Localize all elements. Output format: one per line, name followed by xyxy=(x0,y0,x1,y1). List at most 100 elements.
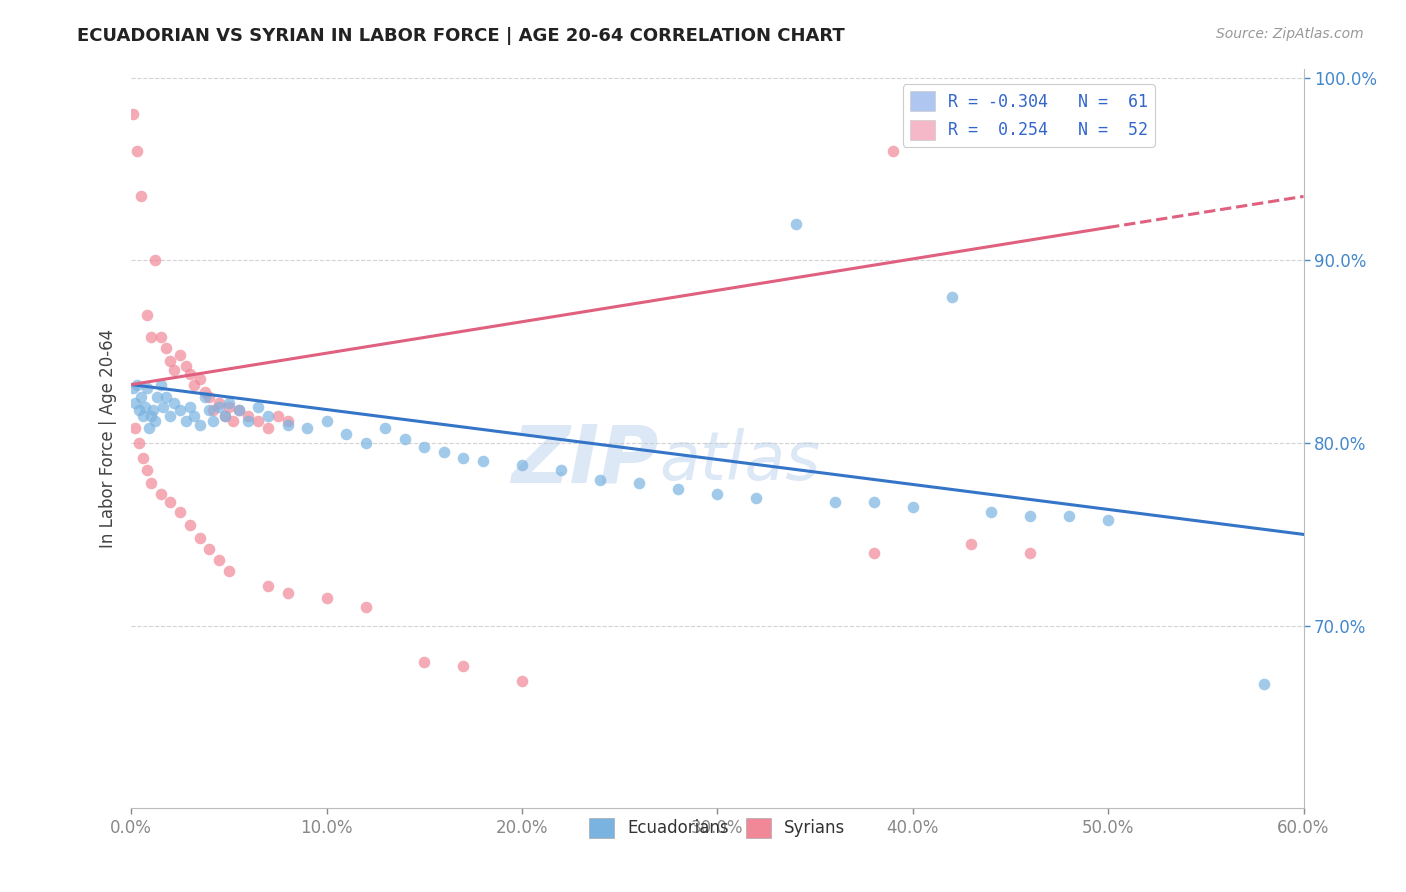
Point xyxy=(127,144,149,158)
Point xyxy=(267,409,290,423)
Point xyxy=(149,330,172,344)
Point xyxy=(257,421,280,435)
Point xyxy=(550,463,572,477)
Point xyxy=(208,553,231,567)
Point xyxy=(169,403,191,417)
Point xyxy=(214,409,236,423)
Point xyxy=(1019,509,1042,524)
Point xyxy=(222,414,245,428)
Point xyxy=(1057,509,1080,524)
Point xyxy=(183,377,205,392)
Point xyxy=(152,400,174,414)
Point xyxy=(589,473,612,487)
Point xyxy=(453,450,475,465)
Point xyxy=(413,655,436,669)
Point xyxy=(1253,677,1275,691)
Point xyxy=(901,500,924,514)
Point xyxy=(471,454,494,468)
Point xyxy=(194,384,217,399)
Text: atlas: atlas xyxy=(659,427,820,493)
Point xyxy=(257,409,280,423)
Point xyxy=(510,458,533,472)
Point xyxy=(247,400,270,414)
Point xyxy=(208,396,231,410)
Point xyxy=(198,403,221,417)
Point xyxy=(127,377,149,392)
Point xyxy=(960,536,983,550)
Point xyxy=(354,600,377,615)
Point xyxy=(159,354,181,368)
Point xyxy=(238,409,260,423)
Point xyxy=(135,308,157,322)
Point xyxy=(124,421,146,435)
Point xyxy=(174,414,197,428)
Point xyxy=(145,390,167,404)
Point xyxy=(824,494,846,508)
Point xyxy=(129,189,152,203)
Point xyxy=(163,396,186,410)
Text: Source: ZipAtlas.com: Source: ZipAtlas.com xyxy=(1216,27,1364,41)
Point xyxy=(134,400,156,414)
Point xyxy=(155,341,177,355)
Point xyxy=(218,396,240,410)
Point xyxy=(413,440,436,454)
Point xyxy=(188,417,211,432)
Point xyxy=(510,673,533,688)
Point xyxy=(941,290,963,304)
Point xyxy=(453,659,475,673)
Point xyxy=(862,546,884,560)
Point xyxy=(122,107,145,121)
Point xyxy=(228,403,250,417)
Point xyxy=(1019,546,1042,560)
Point xyxy=(142,403,165,417)
Point xyxy=(128,436,150,450)
Point xyxy=(277,417,299,432)
Point xyxy=(179,367,201,381)
Point xyxy=(194,390,217,404)
Point xyxy=(124,396,146,410)
Point xyxy=(139,409,162,423)
Point xyxy=(179,400,201,414)
Point xyxy=(174,359,197,374)
Point xyxy=(315,414,337,428)
Point xyxy=(183,409,205,423)
Point xyxy=(149,377,172,392)
Point xyxy=(202,414,225,428)
Point xyxy=(122,381,145,395)
Point xyxy=(132,450,155,465)
Point xyxy=(1097,513,1119,527)
Point xyxy=(277,414,299,428)
Point xyxy=(295,421,318,435)
Point xyxy=(785,217,807,231)
Point xyxy=(138,421,160,435)
Point xyxy=(135,381,157,395)
Point xyxy=(882,144,904,158)
Point xyxy=(129,390,152,404)
Point xyxy=(202,403,225,417)
Point xyxy=(214,409,236,423)
Point xyxy=(394,433,416,447)
Point xyxy=(198,541,221,556)
Point xyxy=(132,409,155,423)
Point xyxy=(277,586,299,600)
Text: ZIP: ZIP xyxy=(512,422,659,500)
Legend: Ecuadorians, Syrians: Ecuadorians, Syrians xyxy=(582,811,852,845)
Point xyxy=(155,390,177,404)
Point xyxy=(666,482,689,496)
Point xyxy=(218,400,240,414)
Point xyxy=(433,445,456,459)
Point xyxy=(238,414,260,428)
Point xyxy=(169,348,191,362)
Point xyxy=(149,487,172,501)
Point xyxy=(159,494,181,508)
Point xyxy=(128,403,150,417)
Point xyxy=(862,494,884,508)
Point xyxy=(706,487,728,501)
Point xyxy=(143,414,166,428)
Point xyxy=(228,403,250,417)
Point xyxy=(135,463,157,477)
Point xyxy=(208,400,231,414)
Point xyxy=(188,531,211,545)
Point xyxy=(745,491,768,505)
Point xyxy=(980,506,1002,520)
